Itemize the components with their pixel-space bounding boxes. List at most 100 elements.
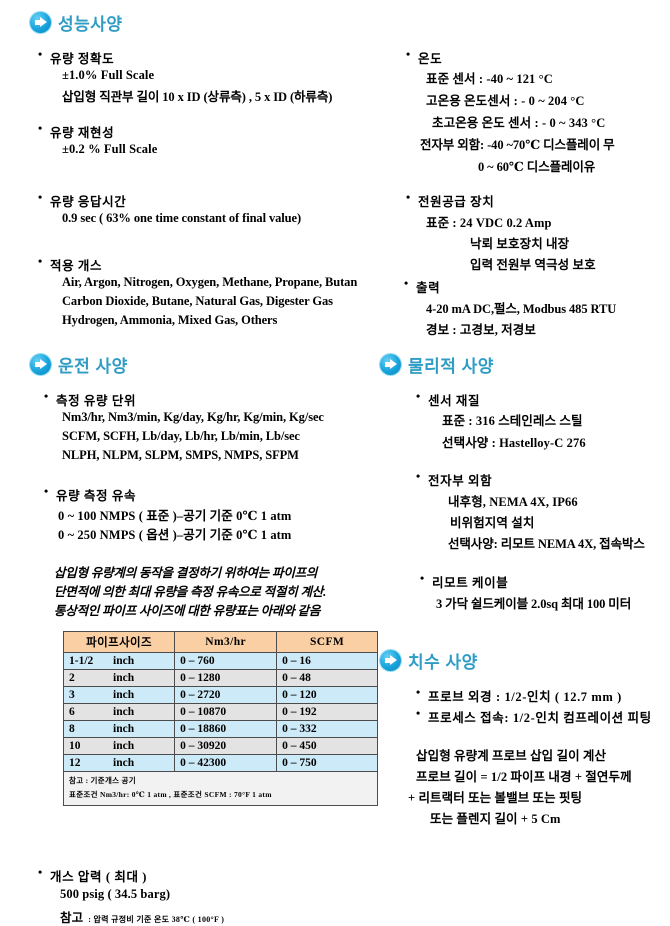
pipe-size-value: 1-1/2 (69, 655, 94, 667)
column-header-scfm: SCFM (276, 631, 378, 653)
cell-scfm: 0 – 120 (276, 686, 378, 704)
section-header-dimension: 치수 사양 (380, 648, 478, 673)
arrow-circle-icon (30, 12, 51, 33)
sensor-material-line-1: 표준 : 316 스테인레스 스틸 (442, 414, 583, 428)
cell-nm3hr: 0 – 10870 (174, 703, 278, 721)
table-row: 6 inch 0 – 10870 0 – 192 (62, 703, 378, 721)
pipe-size-unit: inch (113, 689, 135, 701)
bullet-process-connection: 프로세스 접속: 1/2-인치 컴프레이션 피팅 (416, 706, 652, 726)
response-time-line-1: 0.9 sec ( 63% one time constant of final… (62, 211, 302, 225)
table-row: 8 inch 0 – 18860 0 – 332 (62, 720, 378, 738)
gas-pressure-note-prefix: 참고 (60, 911, 84, 925)
pipe-size-value: 12 (69, 757, 81, 769)
bullet-flow-repeatability: 유량 재현성 (38, 121, 114, 141)
bullet-power-supply: 전원공급 장치 (406, 190, 494, 210)
bullet-remote-cable: 리모트 케이블 (420, 571, 508, 591)
flow-units-line-1: Nm3/hr, Nm3/min, Kg/day, Kg/hr, Kg/min, … (62, 410, 324, 424)
arrow-circle-icon (380, 650, 401, 671)
table-row: 3 inch 0 – 2720 0 – 120 (62, 686, 378, 704)
temperature-line-5: 0 ~ 60℃ 디스플레이유 (478, 160, 596, 174)
column-header-pipe-size: 파이프사이즈 (62, 631, 176, 653)
arrow-circle-icon (380, 354, 401, 375)
bullet-probe-diameter: 프로브 외경 : 1/2-인치 ( 12.7 mm ) (416, 685, 622, 705)
cell-scfm: 0 – 450 (276, 737, 378, 755)
temperature-line-1: 표준 센서 : -40 ~ 121 °C (426, 72, 553, 86)
cell-nm3hr: 0 – 760 (174, 652, 278, 670)
power-line-3: 입력 전원부 역극성 보호 (470, 258, 596, 272)
cell-pipe-size: 10 inch (62, 737, 176, 755)
gas-pressure-note: 참고 : 압력 규정비 기준 온도 38℃ ( 100°F ) (60, 907, 224, 926)
probe-calc-line-4: 또는 플렌지 길이 + 5 Cm (430, 812, 561, 826)
table-header-row: 파이프사이즈 Nm3/hr SCFM (62, 631, 378, 653)
table-footnote-row: 참고 : 기준개스 공기 표준조건 Nm3/hr: 0℃ 1 atm , 표준조… (63, 771, 378, 806)
output-line-2: 경보 : 고경보, 저경보 (426, 323, 536, 337)
flow-units-line-2: SCFM, SCFH, Lb/day, Lb/hr, Lb/min, Lb/se… (62, 429, 300, 443)
sensor-material-line-2: 선택사양 : Hastelloy-C 276 (442, 436, 586, 450)
section-title-dimension: 치수 사양 (408, 653, 478, 672)
table-row: 10 inch 0 – 30920 0 – 450 (62, 737, 378, 755)
operation-note-line-2: 단면적에 의한 최대 유량을 측정 유속으로 적절히 계산. (54, 585, 327, 599)
cell-pipe-size: 8 inch (62, 720, 176, 738)
footnote-line-1: 참고 : 기준개스 공기 (69, 776, 136, 785)
temperature-line-2: 고온용 온도센서 : - 0 ~ 204 °C (426, 94, 585, 108)
section-title-performance: 성능사양 (58, 15, 123, 34)
enclosure-line-3: 선택사양: 리모트 NEMA 4X, 접속박스 (448, 537, 645, 551)
cell-nm3hr: 0 – 18860 (174, 720, 278, 738)
output-line-1: 4-20 mA DC,펄스, Modbus 485 RTU (426, 302, 617, 316)
cell-scfm: 0 – 192 (276, 703, 378, 721)
applicable-gas-line-1: Air, Argon, Nitrogen, Oxygen, Methane, P… (62, 275, 358, 289)
cell-scfm: 0 – 332 (276, 720, 378, 738)
left-column: 성능사양 유량 정확도 ±1.0% Full Scale 삽입형 직관부 길이 … (0, 0, 378, 926)
pipe-size-unit: inch (113, 706, 135, 718)
probe-calc-line-3: + 리트랙터 또는 볼밸브 또는 핏팅 (408, 791, 583, 805)
gas-pressure-note-text: : 압력 규정비 기준 온도 38℃ ( 100°F ) (88, 915, 225, 924)
cell-nm3hr: 0 – 2720 (174, 686, 278, 704)
bullet-sensor-material: 센서 재질 (416, 389, 480, 409)
gas-pressure-value: 500 psig ( 34.5 barg) (60, 887, 171, 901)
section-title-physical: 물리적 사양 (408, 357, 494, 376)
flow-accuracy-line-1: ±1.0% Full Scale (62, 68, 155, 82)
cell-nm3hr: 0 – 30920 (174, 737, 278, 755)
pipe-size-value: 8 (69, 723, 75, 735)
cell-scfm: 0 – 16 (276, 652, 378, 670)
table-row: 1-1/2 inch 0 – 760 0 – 16 (62, 652, 378, 670)
applicable-gas-line-3: Hydrogen, Ammonia, Mixed Gas, Others (62, 313, 278, 327)
probe-calc-line-2: 프로브 길이 = 1/2 파이프 내경 + 절연두께 (416, 770, 632, 784)
pipe-size-value: 10 (69, 740, 81, 752)
pipe-size-unit: inch (113, 655, 135, 667)
bullet-flow-velocity: 유량 측정 유속 (44, 484, 136, 504)
enclosure-line-2: 비위험지역 설치 (450, 516, 535, 530)
cell-scfm: 0 – 48 (276, 669, 378, 687)
pipe-size-unit: inch (113, 723, 135, 735)
operation-note-line-3: 통상적인 파이프 사이즈에 대한 유량표는 아래와 같음 (54, 604, 321, 618)
cell-pipe-size: 3 inch (62, 686, 176, 704)
table-row: 2 inch 0 – 1280 0 – 48 (62, 669, 378, 687)
section-header-operation: 운전 사양 (30, 352, 128, 377)
bullet-flow-accuracy: 유량 정확도 (38, 47, 114, 67)
flow-units-line-3: NLPH, NLPM, SLPM, SMPS, NMPS, SFPM (62, 448, 299, 462)
pipe-size-value: 6 (69, 706, 75, 718)
bullet-gas-pressure: 개스 압력 ( 최대 ) (38, 865, 147, 885)
column-header-nm3hr: Nm3/hr (174, 631, 278, 653)
bullet-electronics-enclosure: 전자부 외함 (416, 469, 492, 489)
power-line-2: 낙뢰 보호장치 내장 (470, 237, 570, 251)
bullet-flow-units: 측정 유량 단위 (44, 389, 136, 409)
pipe-size-flow-table: 파이프사이즈 Nm3/hr SCFM 1-1/2 inch 0 – 760 0 –… (62, 631, 378, 806)
footnote-line-2: 표준조건 Nm3/hr: 0℃ 1 atm , 표준조건 SCFM : 70°F… (69, 790, 272, 800)
pipe-size-value: 3 (69, 689, 75, 701)
applicable-gas-line-2: Carbon Dioxide, Butane, Natural Gas, Dig… (62, 294, 333, 308)
cell-pipe-size: 2 inch (62, 669, 176, 687)
flow-repeatability-line-1: ±0.2 % Full Scale (62, 142, 158, 156)
enclosure-line-1: 내후형, NEMA 4X, IP66 (448, 495, 578, 509)
bullet-applicable-gas: 적용 개스 (38, 254, 102, 274)
section-header-performance: 성능사양 (30, 10, 123, 35)
probe-calc-line-1: 삽입형 유량계 프로브 삽입 길이 계산 (416, 749, 607, 763)
pipe-size-unit: inch (113, 740, 135, 752)
flow-velocity-line-1: 0 ~ 100 NMPS ( 표준 )–공기 기준 0℃ 1 atm (58, 509, 292, 523)
temperature-line-4: 전자부 외함: -40 ~70℃ 디스플레이 무 (420, 138, 615, 152)
section-title-operation: 운전 사양 (58, 357, 128, 376)
power-line-1: 표준 : 24 VDC 0.2 Amp (426, 216, 552, 230)
operation-note-line-1: 삽입형 유량계의 동작을 결정하기 위하여는 파이프의 (54, 566, 318, 580)
right-column: 온도 표준 센서 : -40 ~ 121 °C 고온용 온도센서 : - 0 ~… (378, 0, 670, 926)
bullet-temperature: 온도 (406, 47, 442, 67)
